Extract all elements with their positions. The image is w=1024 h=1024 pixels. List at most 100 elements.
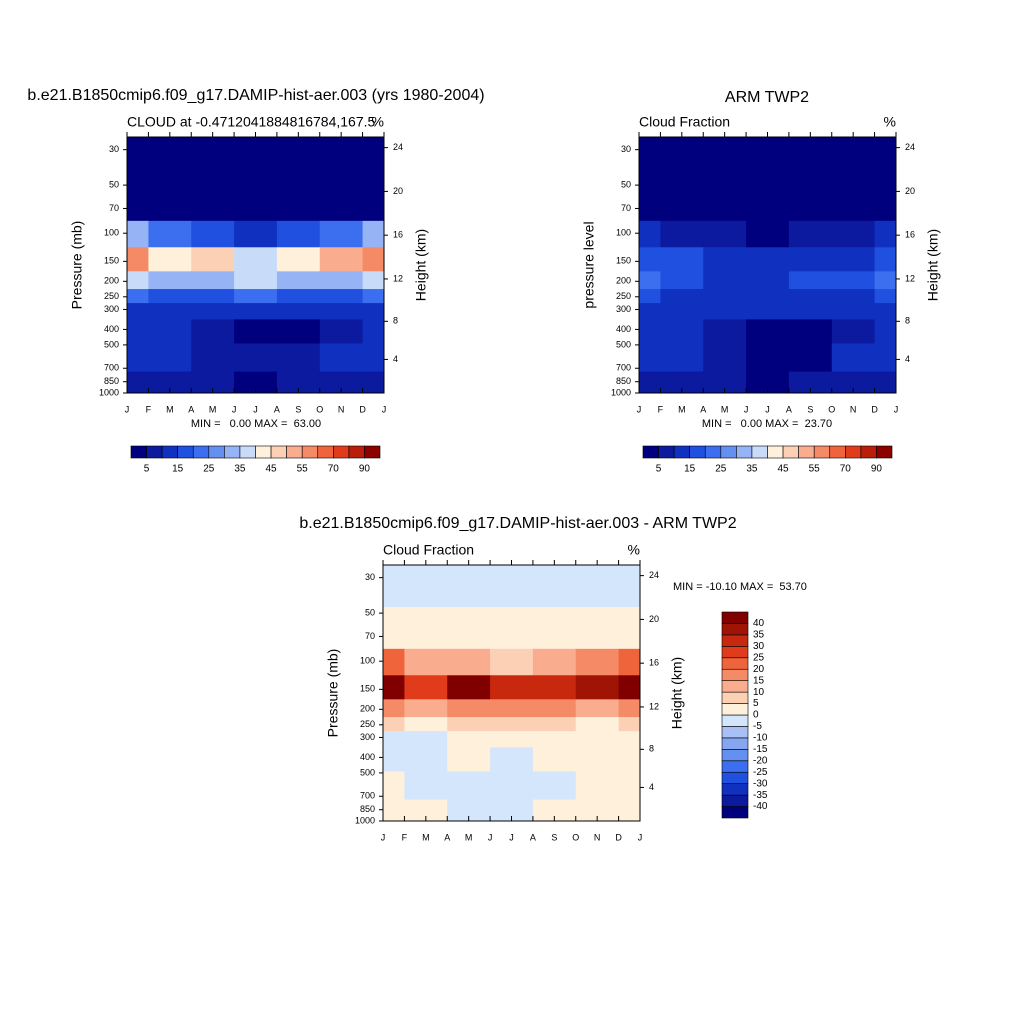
contour-cell	[148, 271, 192, 290]
contour-cell	[447, 747, 491, 772]
contour-cell	[575, 799, 620, 822]
contour-cell	[383, 675, 405, 700]
contour-cell	[362, 247, 385, 272]
x-tick-label: J	[381, 832, 386, 842]
colorbar-box	[177, 445, 194, 459]
x-tick-label: J	[488, 832, 493, 842]
contour-cell	[660, 343, 704, 373]
y-tick-label: 50	[365, 607, 375, 617]
contour-cell	[831, 179, 876, 222]
contour-cell	[404, 799, 448, 822]
contour-cell	[447, 648, 491, 676]
contour-cell	[639, 371, 661, 394]
colorbar-box	[333, 445, 350, 459]
contour-cell	[831, 220, 876, 248]
colorbar-box	[161, 445, 178, 459]
y-tick-label: 300	[360, 732, 375, 742]
contour-cell	[383, 731, 405, 748]
contour-cell	[788, 179, 833, 222]
contour-cell	[490, 675, 534, 700]
contour-cell	[639, 319, 661, 344]
contour-cell	[831, 303, 876, 320]
contour-cell	[127, 289, 149, 304]
y-tick-label: 300	[616, 304, 631, 314]
contour-cell	[191, 137, 235, 180]
contour-cell	[127, 303, 149, 320]
contour-cell	[383, 747, 405, 772]
contour-cell	[319, 319, 364, 344]
contour-cell	[234, 137, 278, 180]
colorbar-box	[364, 445, 381, 459]
colorbar-label: -15	[753, 744, 768, 755]
colorbar-box	[208, 445, 225, 459]
colorbar-box	[721, 737, 749, 750]
contour-cell	[660, 137, 704, 180]
contour-cell	[703, 271, 747, 290]
contour-cell	[490, 607, 534, 650]
x-tick-label: S	[551, 832, 557, 842]
x-tick-label: F	[658, 404, 664, 414]
left-subtitle: CLOUD at -0.4712041884816784,167.5	[127, 114, 376, 130]
contour-cell	[831, 371, 876, 394]
contour-cell	[447, 675, 491, 700]
colorbar-box	[317, 445, 334, 459]
y-tick-label: 1000	[355, 815, 375, 825]
contour-cell	[276, 247, 321, 272]
x-tick-label: O	[828, 404, 835, 414]
x-tick-label: J	[232, 404, 237, 414]
colorbar-box	[270, 445, 287, 459]
y-tick-label: 200	[104, 276, 119, 286]
contour-cell	[127, 319, 149, 344]
x-tick-label: J	[509, 832, 514, 842]
colorbar-box	[721, 703, 749, 716]
contour-cell	[746, 343, 790, 373]
x-tick-label: S	[295, 404, 301, 414]
colorbar-box	[721, 749, 749, 762]
contour-cell	[127, 271, 149, 290]
left-subtitle: Cloud Fraction	[383, 542, 474, 558]
contour-cell	[618, 747, 641, 772]
contour-cell	[874, 289, 897, 304]
colorbar-box	[286, 445, 303, 459]
contour-cell	[490, 747, 534, 772]
contour-cell	[532, 799, 577, 822]
contour-cell	[703, 179, 747, 222]
contour-cell	[447, 771, 491, 801]
colorbar-label: 30	[753, 641, 765, 652]
x-tick-label: M	[209, 404, 217, 414]
contour-cell	[319, 179, 364, 222]
colorbar-label: 35	[746, 464, 758, 475]
contour-cell	[660, 220, 704, 248]
x-tick-label: J	[894, 404, 899, 414]
contour-cell	[127, 343, 149, 373]
contour-cell	[788, 371, 833, 394]
contour-cell	[532, 771, 577, 801]
contour-cell	[639, 247, 661, 272]
y-tick-label: 70	[365, 631, 375, 641]
colorbar-box	[721, 680, 749, 693]
contour-cell	[447, 799, 491, 822]
contour-cell	[874, 271, 897, 290]
contour-cell	[532, 731, 577, 748]
contour-cell	[703, 371, 747, 394]
contour-cell	[532, 717, 577, 732]
colorbar-box	[721, 668, 749, 681]
colorbar-box	[239, 445, 256, 459]
contour-cell	[191, 179, 235, 222]
contour-cell	[127, 137, 149, 180]
colorbar-box	[721, 646, 749, 659]
y-tick-label: 30	[365, 572, 375, 582]
contour-cell	[383, 799, 405, 822]
y-tick-label: 150	[616, 256, 631, 266]
contour-cell	[319, 289, 364, 304]
y2-axis-label: Height (km)	[413, 229, 429, 301]
colorbar-box	[721, 760, 749, 773]
x-tick-label: O	[572, 832, 579, 842]
colorbar-box	[704, 445, 722, 459]
y2-tick-label: 16	[393, 230, 403, 240]
x-tick-label: A	[700, 404, 706, 414]
contour-cell	[831, 271, 876, 290]
y2-axis-label: Height (km)	[669, 657, 685, 729]
x-tick-label: J	[744, 404, 749, 414]
y-tick-label: 1000	[99, 387, 119, 397]
